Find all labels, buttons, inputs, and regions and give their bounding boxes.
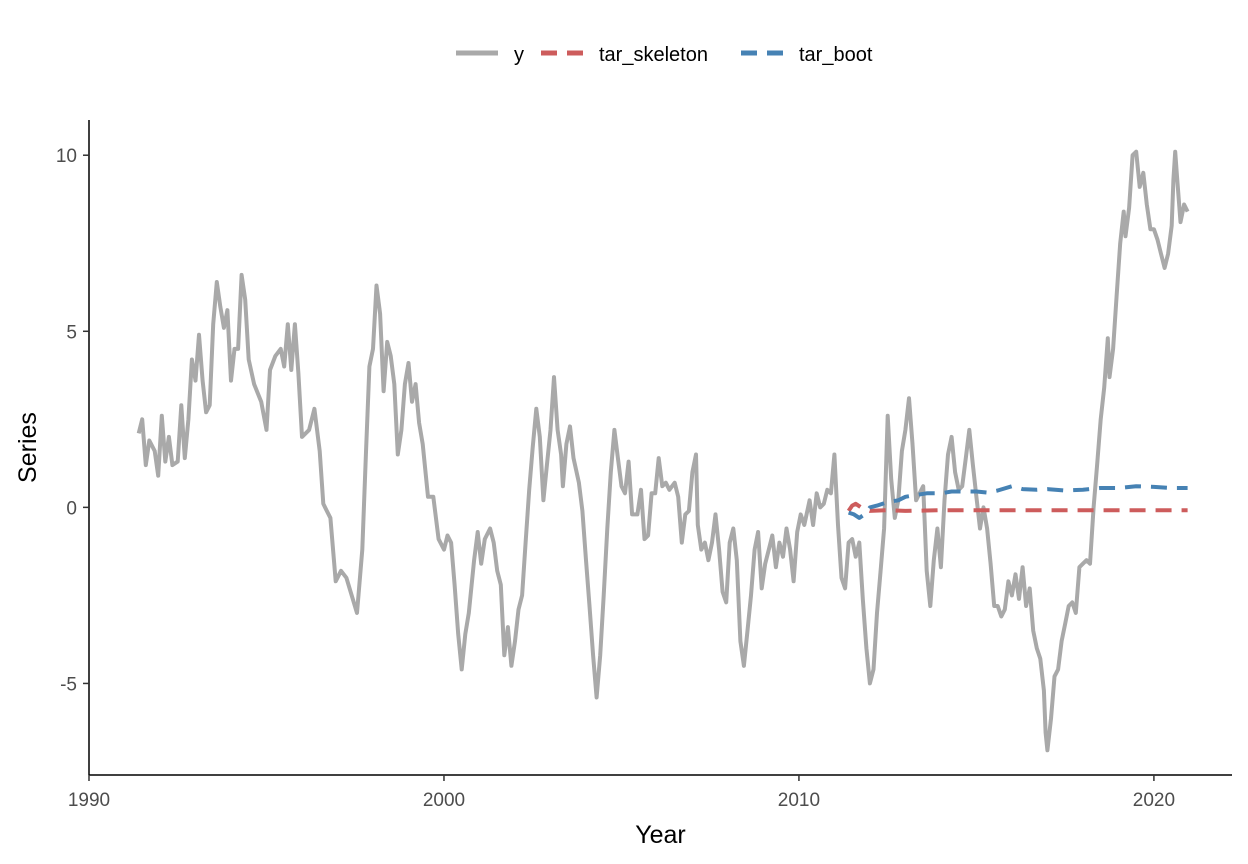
x-tick-label: 2010: [778, 790, 820, 811]
series-line-tar-skeleton: [846, 501, 1188, 513]
y-tick-label: 5: [66, 322, 77, 343]
x-tick-label: 2020: [1133, 790, 1175, 811]
legend-label: y: [514, 44, 524, 66]
legend: y tar_skeleton tar_boot: [456, 44, 873, 66]
x-tick-label: 1990: [68, 790, 110, 811]
y-tick-label: 10: [56, 146, 77, 167]
series-line-tar-boot: [847, 484, 1188, 520]
legend-item-tar-boot: tar_boot: [741, 44, 873, 66]
legend-item-y: y: [456, 44, 524, 66]
y-tick-label: 0: [66, 498, 77, 519]
series-line-y: [136, 149, 1190, 753]
x-tick-label: 2000: [423, 790, 465, 811]
plot-area: [136, 149, 1190, 753]
y-tick-label: -5: [60, 674, 77, 695]
legend-item-tar-skeleton: tar_skeleton: [541, 44, 708, 66]
legend-label: tar_boot: [799, 44, 873, 66]
y-axis-title: Series: [14, 412, 42, 483]
x-axis-title: Year: [635, 821, 686, 849]
legend-label: tar_skeleton: [599, 44, 708, 66]
y-axis: -5 0 5 10: [56, 146, 89, 695]
x-axis: 1990 2000 2010 2020: [68, 775, 1175, 811]
